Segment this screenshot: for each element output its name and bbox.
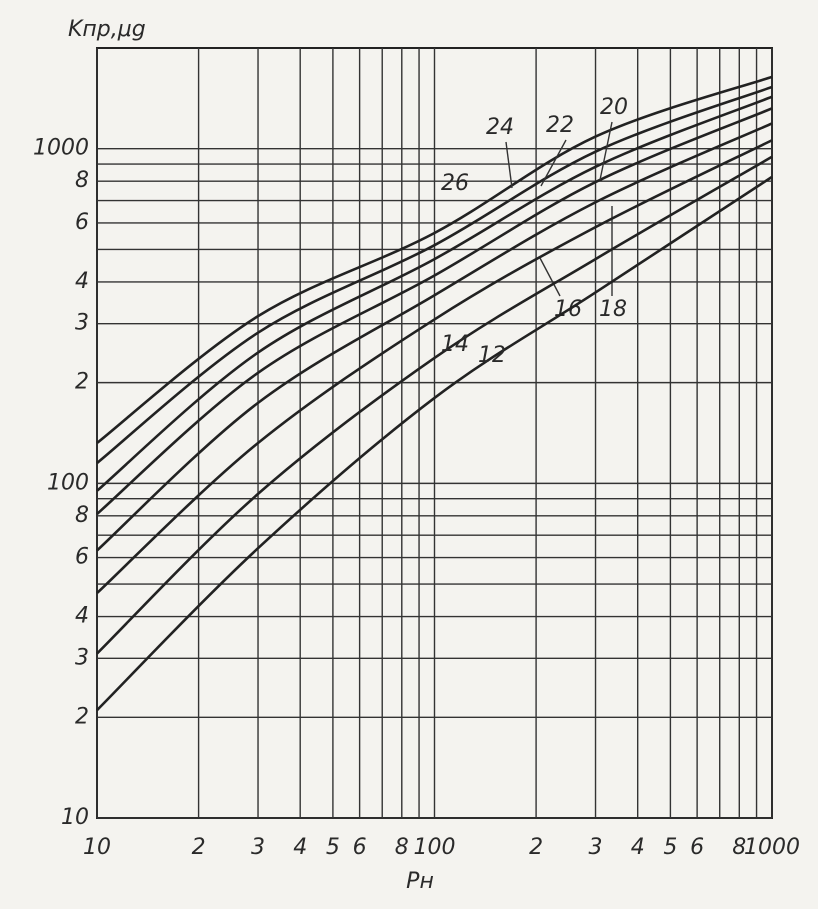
curve-label: 22: [546, 113, 574, 138]
x-axis-label: Pн: [406, 869, 434, 894]
curve: [96, 155, 773, 655]
curve-label: 18: [599, 297, 627, 322]
x-tick-label: 2: [192, 835, 206, 860]
curve: [96, 175, 773, 712]
x-tick-label: 3: [251, 835, 265, 860]
leader-line: [505, 141, 513, 189]
x-tick-label: 4: [631, 835, 645, 860]
x-tick-label: 5: [326, 835, 340, 860]
x-tick-label: 4: [293, 835, 307, 860]
y-tick-label: 1000: [33, 136, 89, 161]
y-tick-label: 100: [47, 470, 89, 495]
curve: [96, 85, 773, 465]
y-tick-label: 2: [75, 370, 89, 395]
curve: [96, 75, 773, 445]
y-tick-label: 8: [75, 503, 89, 528]
x-tick-label: 10: [83, 835, 111, 860]
leader-line: [599, 121, 613, 181]
y-tick-label: 4: [75, 269, 89, 294]
curve-label: 24: [486, 115, 514, 140]
x-tick-label: 8: [732, 835, 746, 860]
curve: [96, 107, 773, 515]
x-tick-label: 8: [395, 835, 409, 860]
leader-line: [540, 139, 567, 187]
y-tick-label: 3: [75, 645, 89, 670]
y-tick-label: 8: [75, 168, 89, 193]
curve-label: 26: [441, 171, 469, 196]
x-tick-label: 3: [589, 835, 603, 860]
curve: [96, 139, 773, 595]
x-tick-label: 6: [353, 835, 367, 860]
curve-label: 20: [600, 95, 628, 120]
x-tick-label: 2: [529, 835, 543, 860]
y-tick-label: 6: [75, 545, 89, 570]
y-axis-label: Kпр,μg: [68, 17, 146, 42]
y-tick-label: 6: [75, 210, 89, 235]
y-tick-label: 4: [75, 604, 89, 629]
y-tick-label: 2: [75, 704, 89, 729]
curve-label: 12: [478, 343, 506, 368]
x-tick-label: 6: [690, 835, 704, 860]
y-tick-label: 10: [61, 805, 89, 830]
curve: [96, 122, 773, 552]
curve-label: 14: [441, 332, 469, 357]
x-tick-label: 100: [414, 835, 456, 860]
curve: [96, 95, 773, 492]
leader-line: [539, 257, 561, 297]
x-tick-label: 1000: [744, 835, 800, 860]
x-tick-label: 5: [663, 835, 677, 860]
y-tick-label: 3: [75, 311, 89, 336]
